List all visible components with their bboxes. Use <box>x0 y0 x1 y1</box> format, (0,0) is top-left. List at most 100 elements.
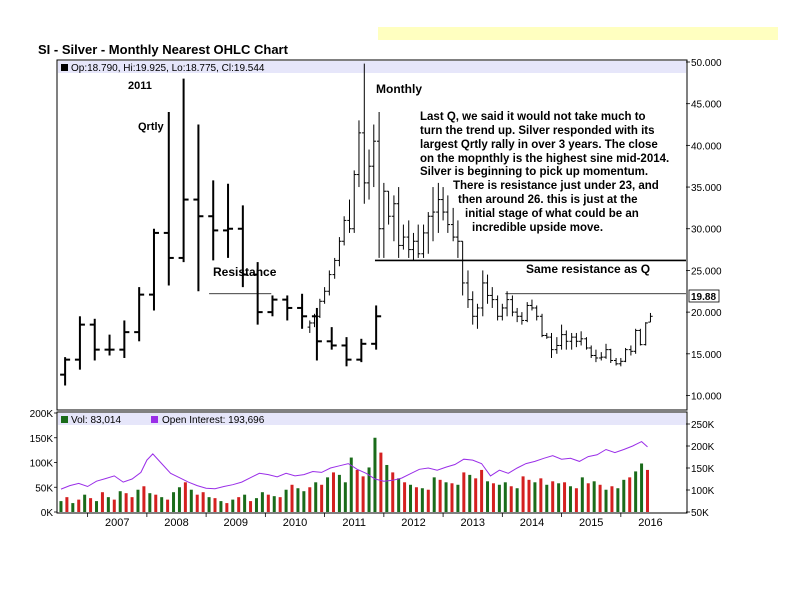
annotation-qrtly: Qrtly <box>138 121 165 133</box>
volume-bar <box>183 482 187 512</box>
quarterly-bar <box>178 78 189 263</box>
monthly-bar <box>386 190 391 225</box>
commentary-line: There is resistance just under 23, and <box>453 180 659 192</box>
volume-bar <box>486 481 490 512</box>
volume-bar <box>474 478 478 512</box>
monthly-bar <box>623 347 628 363</box>
volume-bar <box>349 457 353 512</box>
volume-bar <box>166 499 170 512</box>
volume-bar <box>320 484 324 512</box>
last-price-label: 19.88 <box>691 292 716 303</box>
annotation-monthly: Monthly <box>376 82 422 96</box>
monthly-bar <box>352 170 357 233</box>
volume-tick-label: 50K <box>35 483 53 494</box>
volume-bar <box>124 493 128 512</box>
volume-bar <box>189 489 193 512</box>
monthly-bar <box>618 357 624 367</box>
monthly-bar <box>450 207 456 242</box>
price-tick-label: 50.000 <box>691 58 722 69</box>
time-tick-label: 2013 <box>460 517 484 529</box>
volume-bar <box>225 503 229 512</box>
oi-tick-label: 200K <box>691 442 715 453</box>
volume-tick-label: 200K <box>30 409 54 420</box>
volume-bar <box>414 487 418 512</box>
volume-bar <box>456 484 460 512</box>
quarterly-bar <box>163 112 174 286</box>
chart-title: SI - Silver - Monthly Nearest OHLC Chart <box>38 42 288 57</box>
price-tick-label: 45.000 <box>691 100 722 111</box>
price-tick-label: 15.000 <box>691 350 722 361</box>
volume-bar <box>503 482 507 512</box>
volume-bar <box>539 478 543 512</box>
volume-bar <box>468 474 472 512</box>
price-header-text: Op:18.790, Hi:19.925, Lo:18.775, Cl:19.5… <box>71 63 265 74</box>
volume-bar <box>480 469 484 512</box>
volume-bar <box>89 498 93 512</box>
quarterly-bar <box>223 183 234 258</box>
volume-bar <box>568 486 572 512</box>
volume-bar <box>77 499 81 512</box>
monthly-bar <box>430 187 436 242</box>
quarterly-bar <box>297 293 308 329</box>
volume-bar <box>545 484 549 512</box>
volume-bar <box>379 452 383 512</box>
quarterly-bar <box>74 316 85 370</box>
resistance-lines <box>209 259 686 295</box>
volume-bar <box>118 491 122 512</box>
time-tick-label: 2010 <box>283 517 307 529</box>
commentary-line: Silver is beginning to pick up momentum. <box>420 166 648 178</box>
volume-bar <box>462 472 466 512</box>
monthly-bars <box>307 63 653 367</box>
volume-bar <box>586 483 590 512</box>
monthly-bar <box>574 332 579 348</box>
monthly-bar <box>569 332 574 350</box>
time-tick-label: 2008 <box>164 517 188 529</box>
time-tick-label: 2014 <box>520 517 544 529</box>
monthly-bar <box>337 237 342 267</box>
commentary-line: turn the trend up. Silver responded with… <box>420 125 655 137</box>
monthly-bar <box>376 112 382 258</box>
quarterly-bar <box>341 337 352 367</box>
price-header-swatch <box>61 64 68 71</box>
volume-bar <box>391 472 395 512</box>
volume-bar <box>343 482 347 512</box>
volume-bar <box>314 482 318 512</box>
price-tick-label: 30.000 <box>691 225 722 236</box>
monthly-bar <box>544 332 549 339</box>
volume-bar <box>219 501 223 512</box>
commentary-line: initial stage of what could be an <box>465 208 639 220</box>
volume-bar <box>290 484 294 512</box>
volume-bar <box>65 497 69 512</box>
annotation-same-resistance: Same resistance as Q <box>526 262 650 276</box>
volume-tick-label: 100K <box>30 459 54 470</box>
volume-header-band <box>58 413 686 425</box>
monthly-bar <box>514 307 520 323</box>
monthly-bar <box>549 332 554 358</box>
quarterly-bar <box>208 180 219 261</box>
monthly-bar <box>445 195 451 233</box>
volume-bar <box>373 437 377 512</box>
commentary-line: Last Q, we said it would not take much t… <box>420 111 646 123</box>
price-header-band <box>58 61 686 73</box>
monthly-bar <box>366 149 372 200</box>
monthly-bar <box>322 287 327 304</box>
volume-bar <box>574 488 578 512</box>
monthly-bar <box>411 232 416 261</box>
highlight-band <box>378 27 778 40</box>
monthly-bar <box>529 299 535 311</box>
annotation-2011: 2011 <box>128 80 152 92</box>
open-interest-line <box>60 441 648 490</box>
volume-bar <box>616 488 620 512</box>
volume-bar <box>515 488 519 512</box>
monthly-bar <box>406 220 411 258</box>
volume-bar <box>100 492 104 512</box>
monthly-bar <box>401 224 406 250</box>
oi-tick-label: 250K <box>691 420 715 431</box>
quarterly-bar <box>148 228 159 311</box>
volume-bar <box>497 484 501 512</box>
time-axis: 2007 2008 2009 2010 2011 2012 2013 2014 2015 2016 <box>87 513 663 529</box>
volume-bar <box>331 472 335 512</box>
commentary-line: on the mopnthly is the highest sine mid-… <box>420 153 669 165</box>
monthly-bar <box>584 337 589 350</box>
